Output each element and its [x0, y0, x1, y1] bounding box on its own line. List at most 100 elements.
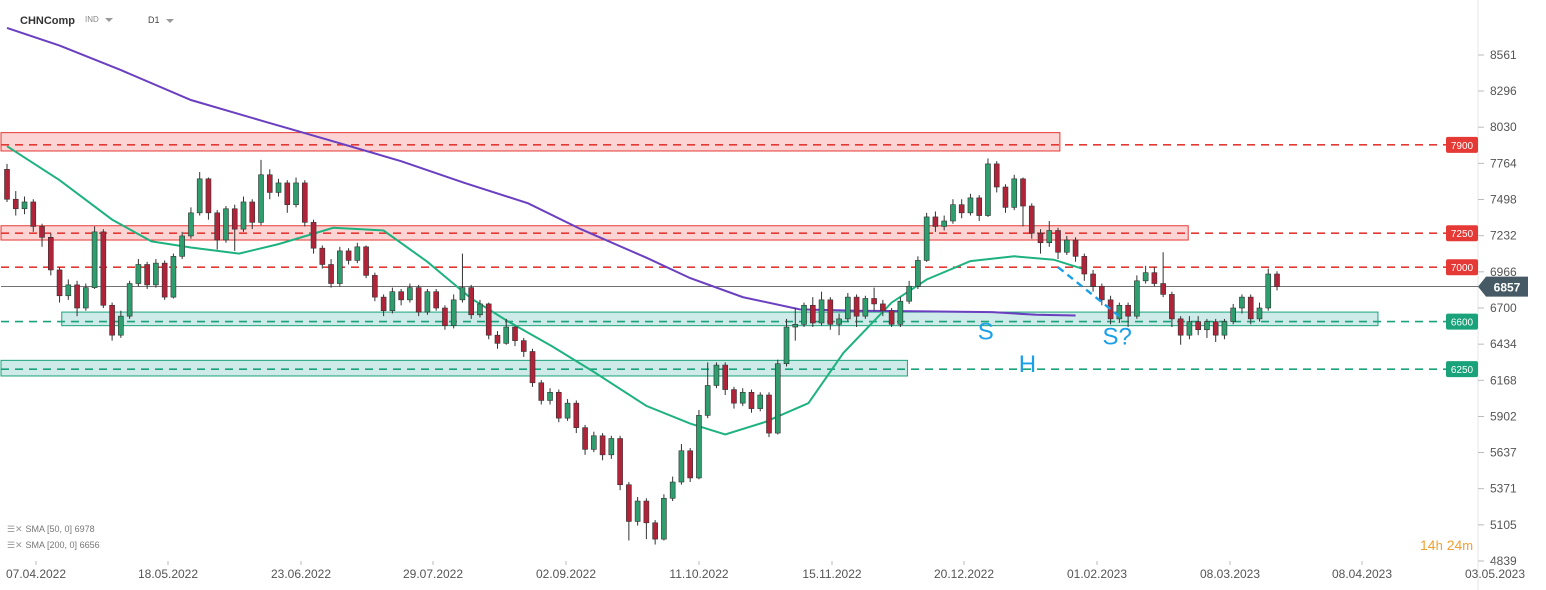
last-price-badge	[1478, 276, 1528, 297]
candle-body	[126, 283, 133, 317]
candle-body	[880, 303, 886, 312]
timeframe-selector[interactable]: D1	[148, 15, 174, 25]
candle	[39, 223, 45, 247]
candle-body	[1002, 186, 1009, 208]
candle	[748, 389, 755, 413]
candle-body	[1072, 239, 1079, 257]
candle	[363, 245, 369, 279]
candle	[1081, 253, 1088, 281]
candle-body	[1169, 294, 1175, 320]
candle	[1160, 252, 1166, 298]
candle-body	[266, 174, 273, 193]
candle-body	[748, 391, 755, 409]
candle	[608, 435, 615, 459]
candle	[853, 294, 860, 328]
candle-body	[1107, 299, 1114, 320]
candle-body	[783, 326, 790, 365]
candle	[1274, 271, 1280, 291]
candle	[626, 482, 632, 541]
candle	[1116, 302, 1123, 323]
candle-body	[731, 389, 737, 404]
sma50-legend[interactable]: ☰✕ SMA [50, 0] 6978	[7, 524, 95, 535]
candle-body	[21, 201, 28, 210]
candle-body	[275, 182, 282, 193]
candle-body	[1256, 307, 1263, 320]
candle-body	[976, 197, 983, 216]
candle	[661, 494, 667, 541]
resistance-label: 7900	[1451, 141, 1474, 152]
candle	[1046, 220, 1053, 247]
candle-body	[591, 435, 597, 450]
candle	[56, 267, 63, 303]
candle	[1063, 235, 1070, 255]
candle	[170, 253, 177, 299]
candle-body	[188, 212, 194, 237]
candle-body	[1028, 205, 1035, 234]
x-tick-label: 08.04.2023	[1332, 567, 1392, 581]
candle	[888, 308, 895, 328]
resistance-badge	[1446, 259, 1478, 276]
menu-icon[interactable]: ☰	[7, 540, 16, 550]
candle	[433, 288, 439, 311]
candle-body	[494, 334, 501, 344]
candle-body	[477, 303, 483, 316]
x-tick-label: 29.07.2022	[403, 567, 463, 581]
zones	[0, 132, 1379, 377]
candle-body	[56, 269, 63, 297]
candle	[249, 199, 256, 230]
candle	[792, 308, 799, 341]
symbol-label[interactable]: CHNComp	[20, 15, 75, 27]
candle	[1055, 227, 1061, 260]
candle-body	[109, 304, 115, 336]
candle	[389, 287, 396, 314]
candle	[240, 196, 247, 232]
candle-body	[985, 163, 991, 216]
candle	[766, 392, 772, 438]
candle-body	[845, 296, 851, 320]
candle-body	[520, 340, 527, 352]
candle-body	[433, 291, 439, 309]
candles	[4, 158, 1280, 545]
candle	[1265, 268, 1272, 311]
support-badge	[1446, 313, 1478, 330]
candle-body	[906, 285, 912, 302]
candle-body	[1239, 296, 1245, 309]
close-icon[interactable]: ✕	[15, 524, 23, 534]
candle	[126, 280, 133, 319]
candle	[477, 299, 483, 318]
candle	[774, 359, 781, 435]
market-selector[interactable]: IND	[85, 15, 113, 24]
candle	[1090, 269, 1096, 292]
candle	[301, 180, 308, 227]
support-badge	[1446, 361, 1478, 378]
candle	[871, 287, 877, 311]
candle	[1037, 229, 1044, 254]
candle-body	[1142, 272, 1149, 282]
candle	[337, 246, 343, 287]
candle-body	[932, 216, 939, 227]
projection-line	[1057, 266, 1121, 318]
candle	[669, 476, 676, 502]
close-icon[interactable]: ✕	[15, 540, 23, 550]
x-tick-label: 23.06.2022	[271, 567, 331, 581]
menu-icon[interactable]: ☰	[7, 524, 16, 534]
support-label: 6600	[1451, 318, 1474, 329]
candle	[836, 313, 842, 336]
sma200-value: 6656	[79, 540, 100, 550]
candle-body	[407, 287, 413, 301]
candle	[380, 294, 387, 317]
resistance-label: 7250	[1451, 229, 1474, 240]
last-price-label: 6857	[1494, 281, 1521, 295]
candle	[468, 284, 475, 319]
sma200-legend[interactable]: ☰✕ SMA [200, 0] 6656	[7, 540, 100, 551]
candle-body	[1247, 296, 1254, 320]
axes: 8561 8296 8030 7764 7498 7232 6966 6700 6434 6168…	[6, 48, 1525, 581]
candle-body	[634, 500, 641, 522]
y-tick-label: 7498	[1490, 193, 1517, 207]
candle	[713, 362, 720, 389]
candle	[687, 448, 693, 483]
candle-body	[661, 498, 667, 540]
candle	[1230, 303, 1237, 325]
candle	[398, 288, 404, 306]
